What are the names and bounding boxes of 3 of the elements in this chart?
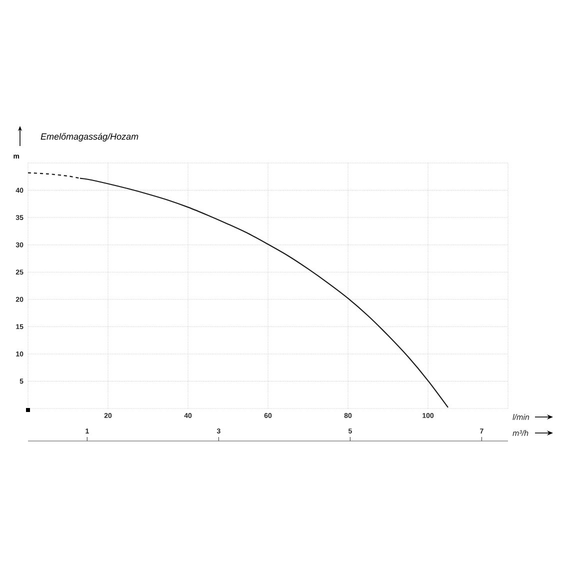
x-axis-title: l/min [512, 414, 530, 420]
chart-title: Emelőmagasság/Hozam [40, 132, 138, 142]
x2-axis-title: m³/h [512, 430, 528, 436]
